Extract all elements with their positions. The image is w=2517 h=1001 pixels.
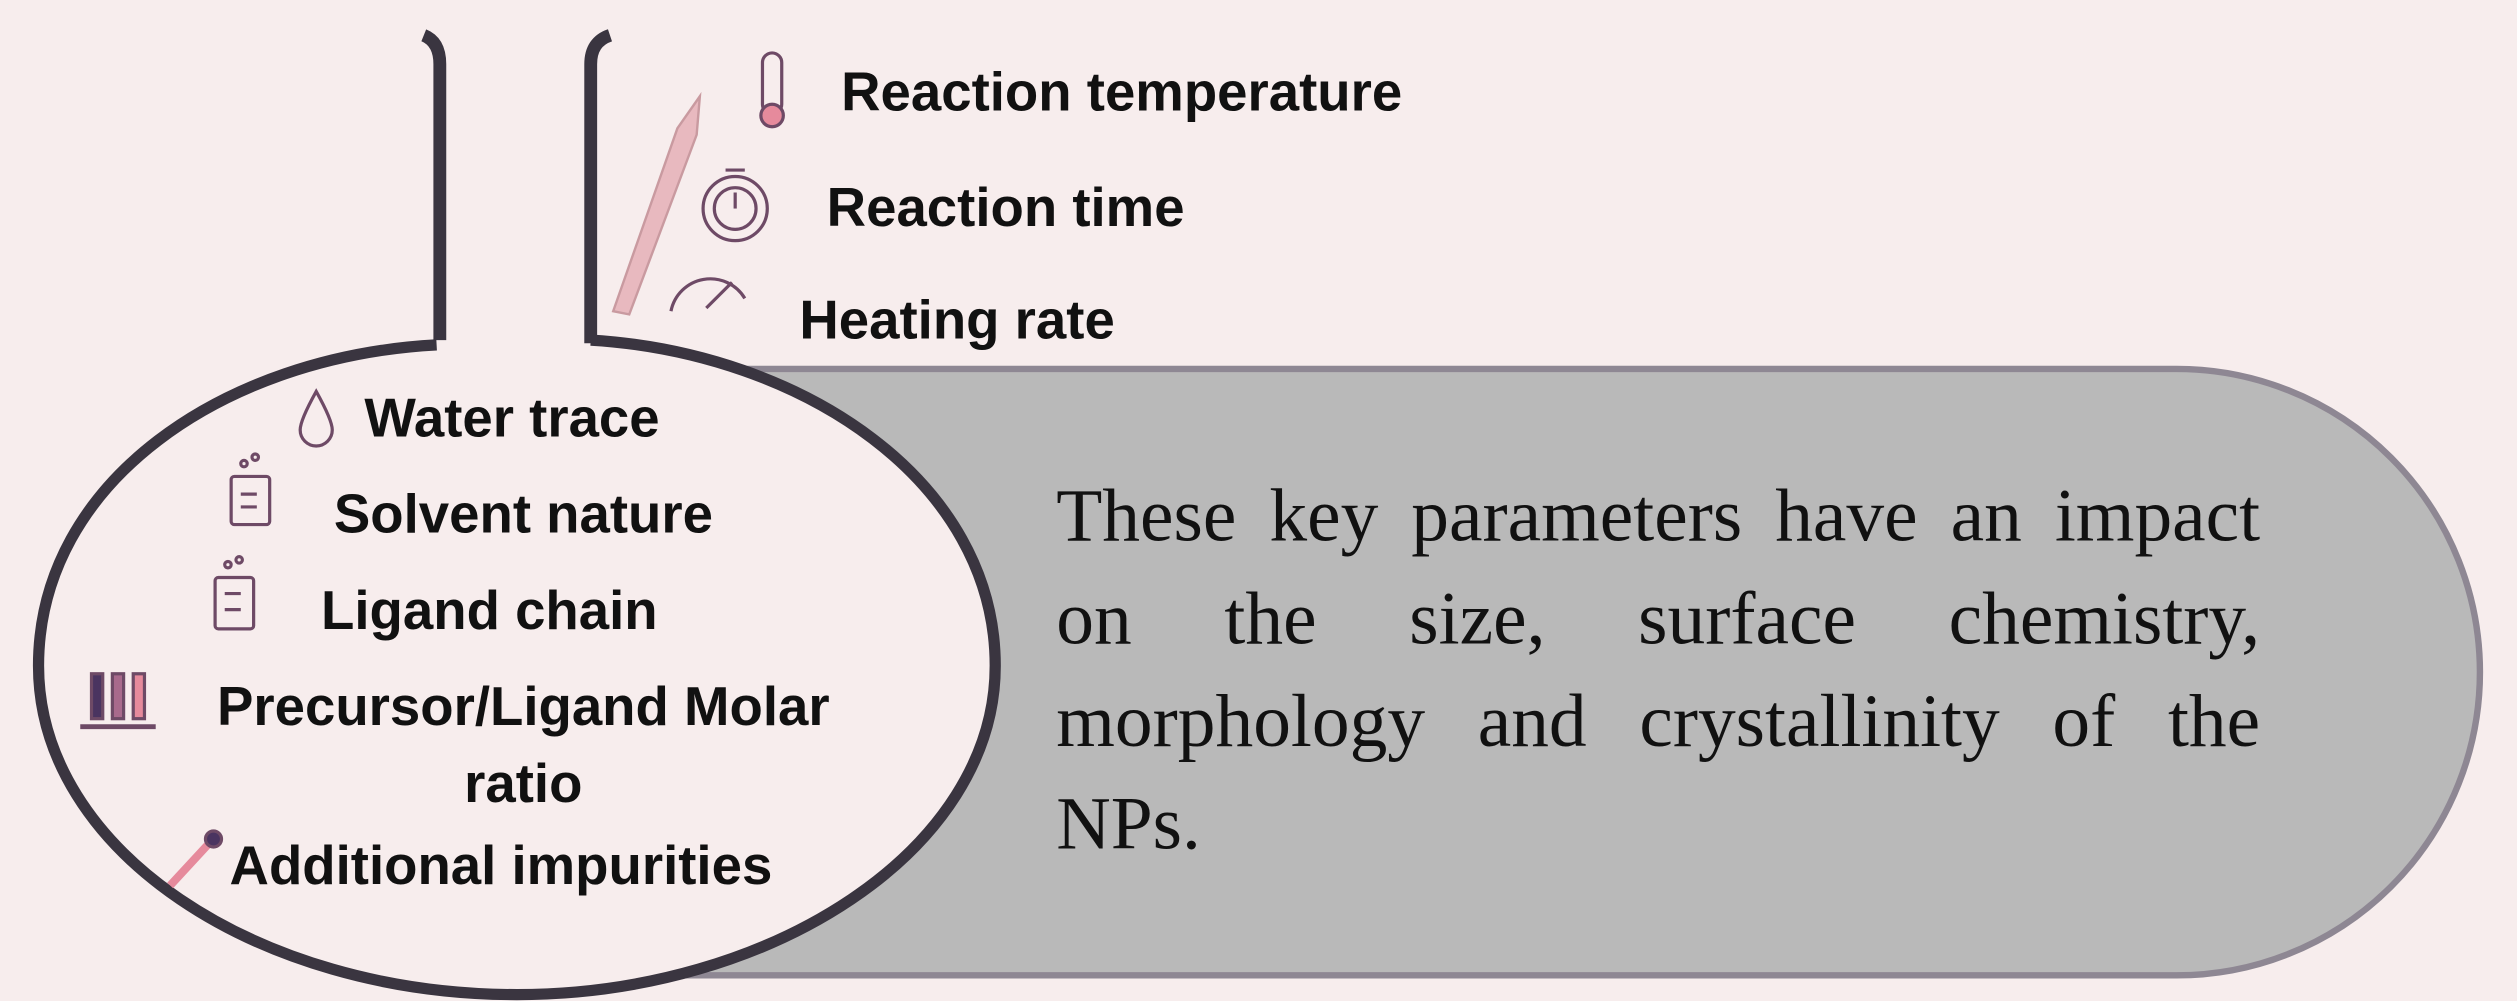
flask-parameter: Precursor/Ligand Molar ratio bbox=[216, 676, 830, 815]
flask-parameter: Ligand chain bbox=[321, 580, 658, 642]
top-parameter: Reaction time bbox=[826, 178, 1185, 240]
flask-parameter: Additional impurities bbox=[229, 835, 773, 897]
top-parameter: Reaction temperature bbox=[841, 62, 1403, 124]
statement-capsule bbox=[670, 365, 2484, 979]
top-parameter: Heating rate bbox=[799, 290, 1115, 352]
flask-neck-left bbox=[420, 29, 447, 341]
flask-neck-right bbox=[584, 29, 613, 344]
flask-body bbox=[32, 334, 1001, 1001]
flask-parameter: Solvent nature bbox=[333, 484, 713, 546]
pipette bbox=[611, 91, 702, 316]
flask-parameter: Water trace bbox=[364, 388, 660, 450]
statement: These key parameters have an impact on t… bbox=[1056, 474, 2261, 867]
icons bbox=[80, 51, 785, 889]
